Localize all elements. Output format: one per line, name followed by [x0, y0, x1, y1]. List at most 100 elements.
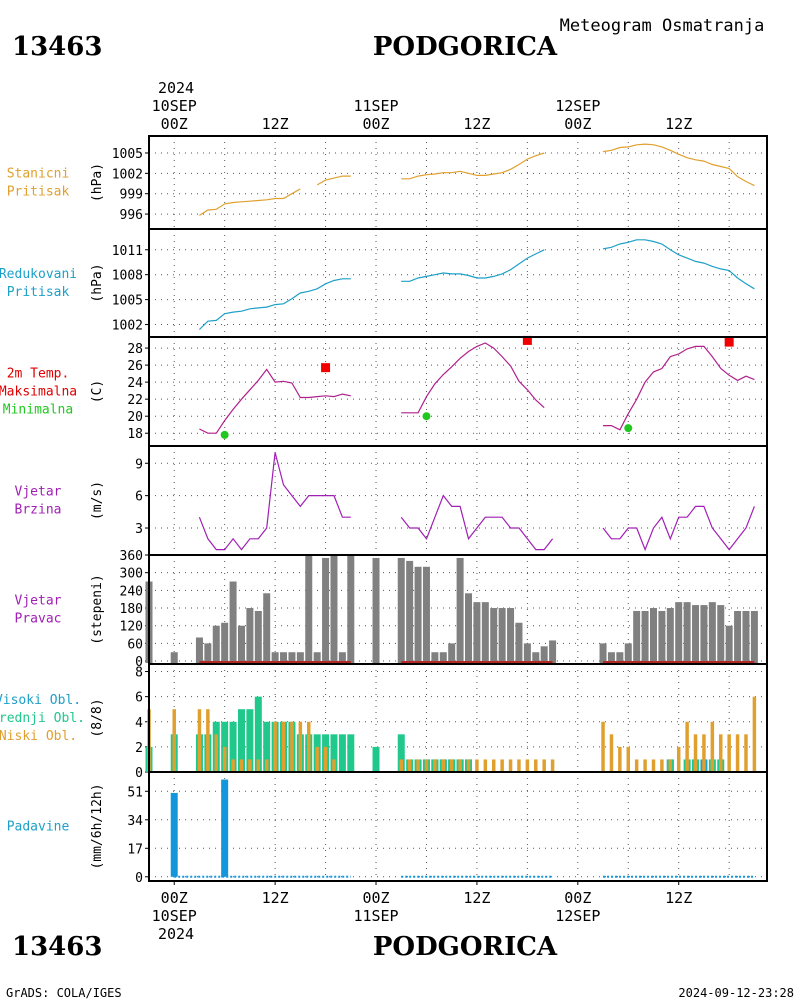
low-cloud-bar — [634, 759, 639, 772]
y-tick-label: 0 — [135, 766, 143, 781]
top-year: 2024 — [158, 79, 194, 97]
wind-direction-bar — [431, 652, 439, 664]
wind-direction-bar — [397, 557, 405, 664]
low-cloud-bar — [332, 759, 336, 772]
tmax-marker — [522, 335, 532, 345]
panel-frame — [148, 771, 768, 882]
panel-label: Pritisak — [7, 185, 70, 200]
low-cloud-bar — [206, 709, 210, 772]
y-tick-label: 1002 — [112, 319, 143, 334]
low-cloud-bar — [693, 734, 698, 772]
y-tick-label: 8 — [135, 666, 143, 681]
series-line — [602, 505, 755, 552]
low-cloud-bar — [441, 759, 446, 772]
wind-direction-bar — [641, 610, 649, 664]
panel-temperature: 18 20 22 24 26 28 (C) 2m Temp. Maksimalna Minimal… — [0, 335, 768, 447]
station-name-bottom: PODGORICA — [373, 932, 558, 962]
series-line — [198, 278, 351, 330]
unit-label: (m/s) — [90, 481, 105, 520]
low-cloud-bar — [256, 759, 261, 772]
wind-direction-bar — [750, 610, 758, 664]
panel-label: Maksimalna — [0, 385, 77, 400]
y-tick-label: 20 — [127, 410, 143, 425]
y-tick-label: 1008 — [112, 269, 143, 284]
low-cloud-bar — [618, 746, 622, 772]
wind-direction-bar — [616, 652, 624, 664]
low-cloud-bar — [702, 734, 706, 772]
low-cloud-bar — [466, 759, 471, 772]
panel-label: Redukovani — [0, 267, 77, 282]
wind-direction-bar — [532, 652, 540, 664]
unit-label: (mm/6h/12h) — [90, 783, 105, 869]
tmax-marker — [724, 337, 734, 347]
mid-cloud-bar — [330, 734, 338, 772]
wind-direction-bar — [229, 581, 237, 664]
low-cloud-bar — [735, 734, 740, 772]
panel-label: Pritisak — [7, 285, 70, 300]
low-cloud-bar — [727, 734, 731, 772]
low-cloud-bar — [719, 734, 723, 772]
wind-direction-bar — [221, 622, 229, 664]
tmin-marker — [422, 412, 431, 421]
wind-direction-bar — [649, 608, 657, 664]
low-cloud-bar — [458, 759, 462, 772]
series-line — [602, 239, 755, 290]
low-cloud-bar — [534, 759, 538, 772]
series-line — [400, 494, 554, 551]
low-cloud-bar — [273, 721, 277, 772]
wind-direction-bar — [700, 605, 708, 664]
low-cloud-bar — [290, 721, 294, 772]
series-line — [603, 345, 755, 431]
top-hour-label: 00Z — [161, 115, 188, 133]
top-date-label: 12SEP — [555, 97, 600, 115]
wind-direction-bar — [633, 610, 641, 664]
precip-bar — [221, 779, 229, 877]
low-cloud-bar — [710, 721, 715, 772]
tmax-marker — [321, 363, 331, 373]
unit-label: (hPa) — [90, 163, 105, 202]
y-tick-label: 1005 — [112, 147, 143, 162]
wind-direction-bar — [338, 652, 346, 664]
low-cloud-bar — [651, 759, 656, 772]
panel-label: Srednji Obl. — [0, 711, 85, 726]
mid-cloud-bar — [372, 746, 380, 772]
y-tick-label: 6 — [135, 490, 143, 505]
low-cloud-bar — [601, 721, 605, 772]
y-tick-label: 3 — [135, 522, 143, 537]
low-cloud-bar — [483, 759, 488, 772]
wind-direction-bar — [422, 566, 430, 664]
panel-label: Vjetar — [15, 594, 62, 609]
low-cloud-bar — [433, 759, 437, 772]
low-cloud-bar — [508, 759, 513, 772]
wind-direction-bar — [330, 555, 338, 664]
low-cloud-bar — [550, 759, 555, 772]
low-cloud-bar — [424, 759, 429, 772]
wind-direction-bar — [406, 560, 414, 664]
wind-direction-bar — [254, 610, 262, 664]
low-cloud-bar — [744, 734, 748, 772]
unit-label: (C) — [90, 380, 105, 403]
wind-direction-bar — [313, 652, 321, 664]
y-tick-label: 360 — [120, 549, 143, 564]
panel-frame — [148, 445, 768, 556]
low-cloud-bar — [517, 759, 521, 772]
wind-direction-bar — [246, 608, 254, 664]
series-line — [401, 342, 545, 414]
y-tick-label: 1011 — [112, 244, 143, 259]
panel-label: Minimalna — [3, 403, 73, 418]
wind-direction-bar — [734, 610, 742, 664]
low-cloud-bar — [399, 759, 403, 772]
wind-direction-bar — [296, 652, 304, 664]
series-line — [199, 368, 351, 434]
wind-direction-bar — [717, 605, 725, 664]
wind-direction-bar — [666, 608, 674, 664]
y-tick-label: 996 — [120, 208, 143, 223]
y-tick-label: 60 — [127, 637, 143, 652]
y-tick-label: 0 — [135, 871, 143, 886]
panel-wind_dir: 0 60 120 180 240 300 360 (stepeni) Vjetar Pravac — [15, 549, 768, 670]
bottom-year: 2024 — [158, 925, 194, 943]
y-tick-label: 0 — [135, 655, 143, 670]
unit-label: (stepeni) — [90, 574, 105, 644]
panel-sea_pressure: 1002 1005 1008 1011 (hPa) Redukovani Pritisak — [0, 228, 768, 338]
low-cloud-bar — [660, 759, 664, 772]
